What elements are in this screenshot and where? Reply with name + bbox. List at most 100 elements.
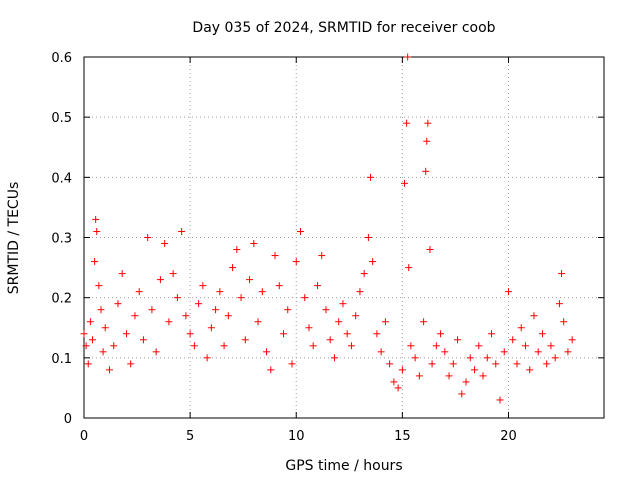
data-point xyxy=(560,318,568,326)
y-tick-label: 0.3 xyxy=(51,232,72,247)
data-point xyxy=(267,366,275,374)
x-axis: 0 5 10 15 20 xyxy=(80,57,517,444)
y-tick-label: 0.5 xyxy=(51,111,72,126)
data-point xyxy=(212,306,220,314)
data-point xyxy=(432,342,440,350)
data-point xyxy=(411,354,419,362)
data-point xyxy=(364,234,372,241)
data-point xyxy=(237,294,245,302)
data-point xyxy=(483,354,491,362)
data-point xyxy=(99,348,107,356)
data-point xyxy=(178,227,186,235)
data-point xyxy=(326,336,334,344)
data-point xyxy=(555,300,563,308)
data-point xyxy=(466,354,474,362)
y-axis-label: SRMTID / TECUs xyxy=(6,182,22,295)
data-point xyxy=(352,312,360,320)
data-point xyxy=(356,288,364,296)
data-point xyxy=(471,366,479,374)
data-point xyxy=(475,342,483,350)
data-point xyxy=(568,336,576,344)
data-point xyxy=(144,234,152,241)
data-point xyxy=(250,240,258,248)
data-point xyxy=(509,336,517,344)
x-tick-label: 5 xyxy=(186,429,194,444)
y-tick-label: 0.4 xyxy=(51,171,72,186)
data-point xyxy=(92,215,100,223)
data-point xyxy=(405,264,413,272)
data-point xyxy=(296,227,304,235)
data-point xyxy=(82,342,90,350)
data-point xyxy=(97,306,105,314)
data-point xyxy=(377,348,385,356)
data-point xyxy=(292,258,300,266)
y-tick-label: 0.6 xyxy=(51,51,72,66)
data-point xyxy=(224,312,232,320)
data-point xyxy=(423,137,431,145)
data-point xyxy=(91,258,99,266)
data-point xyxy=(404,53,412,61)
data-point xyxy=(229,264,237,272)
data-point xyxy=(538,330,546,338)
data-point xyxy=(313,282,321,290)
data-point xyxy=(169,270,177,278)
data-point xyxy=(216,288,224,296)
data-point xyxy=(93,227,101,235)
data-point xyxy=(207,324,215,332)
data-point xyxy=(139,336,147,344)
data-point xyxy=(161,240,169,248)
grid xyxy=(84,57,604,418)
data-point xyxy=(373,330,381,338)
data-point xyxy=(110,342,118,350)
data-point xyxy=(526,366,534,374)
data-point xyxy=(131,312,139,320)
data-point xyxy=(233,246,241,254)
data-point xyxy=(462,378,470,386)
data-point xyxy=(424,119,432,127)
data-point xyxy=(428,360,436,368)
data-point xyxy=(182,312,190,320)
data-point xyxy=(195,300,203,308)
data-point xyxy=(454,336,462,344)
data-point xyxy=(301,294,309,302)
data-point xyxy=(173,294,181,302)
data-point xyxy=(400,179,408,187)
data-point xyxy=(496,396,504,404)
data-point xyxy=(263,348,271,356)
data-point xyxy=(558,270,566,278)
data-point xyxy=(84,360,92,368)
data-point xyxy=(390,378,398,386)
data-point xyxy=(360,270,368,278)
y-axis: 0 0.1 0.2 0.3 0.4 0.5 0.6 xyxy=(51,51,604,427)
data-point xyxy=(114,300,122,308)
data-point xyxy=(322,306,330,314)
data-point xyxy=(381,318,389,326)
data-point xyxy=(422,167,430,175)
data-point xyxy=(309,342,317,350)
x-tick-label: 10 xyxy=(288,429,305,444)
data-point xyxy=(330,354,338,362)
data-point xyxy=(547,342,555,350)
data-point xyxy=(437,330,445,338)
data-point xyxy=(288,360,296,368)
data-point xyxy=(398,366,406,374)
data-point xyxy=(246,276,254,284)
y-tick-label: 0.2 xyxy=(51,292,72,307)
data-point xyxy=(521,342,529,350)
data-points xyxy=(80,53,576,404)
data-point xyxy=(165,318,173,326)
chart-title: Day 035 of 2024, SRMTID for receiver coo… xyxy=(192,20,495,36)
data-point xyxy=(254,318,262,326)
data-point xyxy=(122,330,130,338)
data-point xyxy=(488,330,496,338)
data-point xyxy=(339,300,347,308)
data-point xyxy=(275,282,283,290)
data-point xyxy=(420,318,428,326)
data-point xyxy=(127,360,135,368)
data-point xyxy=(80,330,88,338)
data-point xyxy=(500,348,508,356)
data-point xyxy=(186,330,194,338)
data-point xyxy=(271,252,279,260)
data-point xyxy=(386,360,394,368)
